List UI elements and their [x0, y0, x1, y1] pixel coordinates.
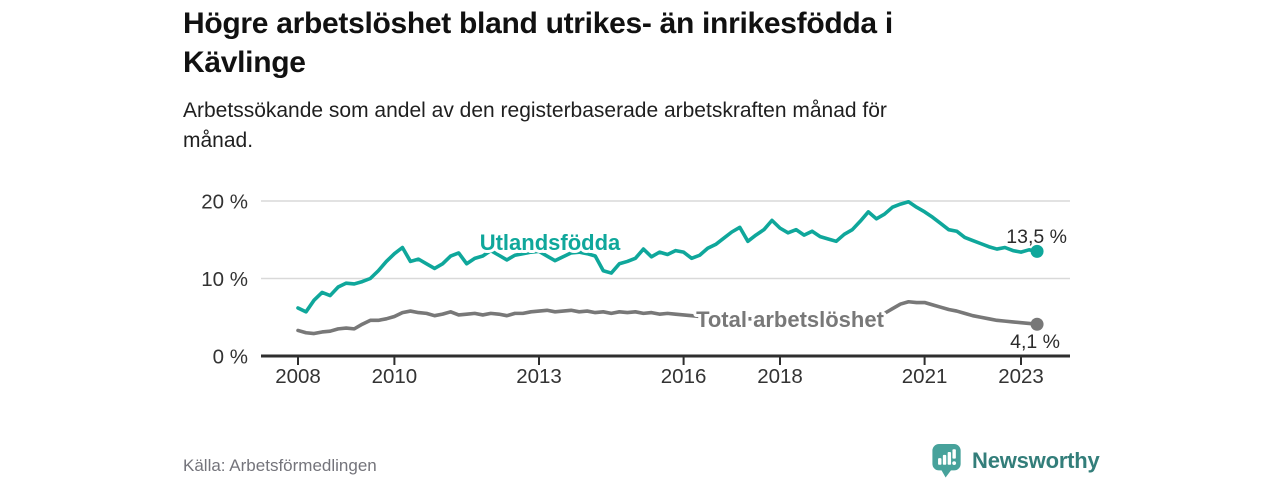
newsworthy-wordmark: Newsworthy: [972, 448, 1100, 473]
chart-subtitle-line1: Arbetssökande som andel av den registerb…: [183, 99, 887, 122]
series-end-dot: [1030, 244, 1044, 258]
series-end-value: 4,1 %: [1010, 331, 1060, 353]
newsworthy-chart-bubble-icon: [932, 444, 961, 478]
page-title-line1: Högre arbetslöshet bland utrikes- än inr…: [183, 7, 893, 40]
y-tick-label: 0 %: [213, 346, 248, 369]
source-note: Källa: Arbetsförmedlingen: [183, 456, 377, 475]
x-tick-label: 2010: [372, 365, 418, 388]
x-tick-label: 2023: [998, 365, 1044, 388]
x-tick-label: 2013: [516, 365, 562, 388]
x-tick-label: 2018: [757, 365, 803, 388]
chart-header: Högre arbetslöshet bland utrikes- än inr…: [183, 4, 1103, 156]
newsworthy-logo: Newsworthy: [931, 442, 1100, 480]
series-line-utlandsfodda: [296, 199, 1039, 314]
series-label-total: Total arbetslöshet: [696, 307, 885, 332]
chart-subtitle: Arbetssökande som andel av den registerb…: [183, 96, 1103, 156]
series-label-utlandsfodda: Utlandsfödda: [480, 230, 621, 255]
page-title-line2: Kävlinge: [183, 46, 306, 79]
x-tick-label: 2021: [902, 365, 948, 388]
series-line-total: [296, 299, 1039, 336]
x-tick-label: 2016: [661, 365, 707, 388]
y-tick-label: 10 %: [201, 268, 248, 291]
y-tick-label: 20 %: [201, 191, 248, 214]
x-tick-label: 2008: [275, 365, 321, 388]
chart-subtitle-line2: månad.: [183, 129, 254, 152]
page-title: Högre arbetslöshet bland utrikes- än inr…: [183, 4, 1103, 82]
series-end-dot: [1030, 317, 1044, 331]
series-end-value: 13,5 %: [1006, 226, 1067, 248]
